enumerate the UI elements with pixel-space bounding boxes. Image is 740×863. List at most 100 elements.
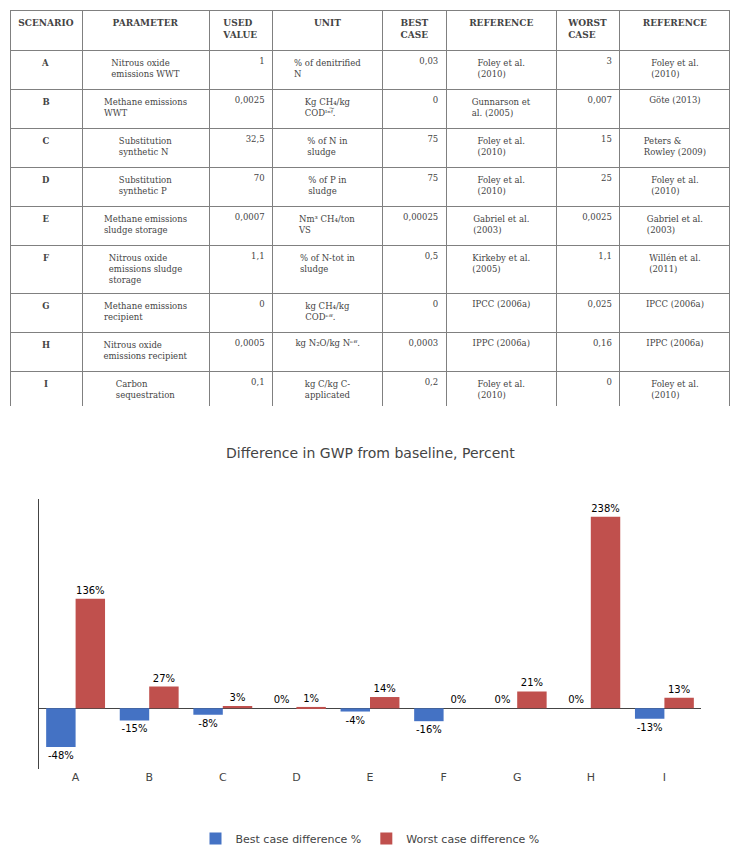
svg-text:75: 75: [427, 134, 438, 144]
svg-text:Gabriel et al.(2003): Gabriel et al.(2003): [647, 214, 703, 235]
svg-text:Methane emissionsrecipient: Methane emissionsrecipient: [104, 301, 187, 322]
svg-text:Foley et al.(2010): Foley et al.(2010): [651, 58, 698, 79]
svg-text:0,007: 0,007: [588, 95, 612, 105]
svg-text:-4%: -4%: [346, 715, 365, 726]
svg-text:kg N₂O/kg Nᵉᶠᶠ.: kg N₂O/kg Nᵉᶠᶠ.: [295, 338, 359, 348]
svg-text:27%: 27%: [153, 673, 175, 684]
svg-text:D: D: [42, 175, 50, 185]
svg-text:3: 3: [606, 56, 611, 66]
svg-text:Foley et al.(2010): Foley et al.(2010): [478, 175, 525, 196]
svg-text:32,5: 32,5: [246, 134, 265, 144]
svg-text:13%: 13%: [668, 684, 690, 695]
svg-text:1%: 1%: [303, 693, 319, 704]
svg-text:0,03: 0,03: [419, 56, 438, 66]
svg-text:C: C: [43, 136, 50, 146]
svg-text:% of P insludge: % of P insludge: [308, 175, 347, 196]
svg-text:USEDVALUE: USEDVALUE: [222, 18, 257, 40]
svg-text:IPCC (2006a): IPCC (2006a): [472, 299, 530, 309]
svg-text:REFERENCE: REFERENCE: [643, 18, 707, 28]
svg-text:I: I: [663, 771, 666, 784]
svg-text:G: G: [513, 771, 522, 784]
svg-text:0,2: 0,2: [425, 377, 439, 387]
svg-text:-15%: -15%: [122, 723, 148, 734]
svg-text:14%: 14%: [374, 683, 396, 694]
svg-text:0,5: 0,5: [425, 251, 439, 261]
svg-text:Willén et al.(2011): Willén et al.(2011): [649, 253, 701, 274]
svg-text:BESTCASE: BESTCASE: [400, 18, 428, 40]
svg-text:Substitutionsynthetic P: Substitutionsynthetic P: [119, 175, 172, 196]
svg-text:Foley et al.(2010): Foley et al.(2010): [478, 136, 525, 157]
svg-text:Nitrous oxideemissions recipie: Nitrous oxideemissions recipient: [103, 340, 187, 361]
svg-text:D: D: [292, 771, 300, 784]
svg-text:Worst case difference %: Worst case difference %: [406, 833, 539, 846]
svg-text:Foley et al.(2010): Foley et al.(2010): [651, 379, 698, 400]
svg-text:15: 15: [601, 134, 612, 144]
svg-text:A: A: [72, 771, 80, 784]
svg-text:REFERENCE: REFERENCE: [469, 18, 533, 28]
svg-text:UNIT: UNIT: [314, 18, 341, 28]
svg-text:H: H: [587, 771, 595, 784]
svg-text:IPPC (2006a): IPPC (2006a): [473, 338, 530, 348]
svg-text:PARAMETER: PARAMETER: [113, 18, 179, 28]
svg-text:1: 1: [259, 56, 264, 66]
svg-text:% of denitrifiedN: % of denitrifiedN: [294, 58, 361, 79]
svg-text:Kirkeby et al.(2005): Kirkeby et al.(2005): [472, 253, 530, 274]
svg-text:IPPC (2006a): IPPC (2006a): [646, 338, 703, 348]
svg-text:0,0003: 0,0003: [408, 338, 438, 348]
svg-text:Nitrous oxideemissions sludges: Nitrous oxideemissions sludgestorage: [109, 253, 182, 285]
svg-text:0,025: 0,025: [588, 299, 612, 309]
svg-text:% of N-tot insludge: % of N-tot insludge: [300, 253, 355, 274]
svg-text:Gabriel et al.(2003): Gabriel et al.(2003): [473, 214, 529, 235]
svg-text:kg CH₄/kgCODᵉᶠᶠ.: kg CH₄/kgCODᵉᶠᶠ.: [305, 301, 350, 322]
svg-text:B: B: [42, 97, 49, 107]
svg-text:F: F: [440, 771, 446, 784]
svg-text:B: B: [145, 771, 153, 784]
svg-text:0%: 0%: [450, 694, 466, 705]
svg-text:Peters &Rowley (2009): Peters &Rowley (2009): [644, 136, 706, 157]
svg-text:-16%: -16%: [416, 724, 442, 735]
svg-text:0,0025: 0,0025: [582, 212, 612, 222]
svg-text:1,1: 1,1: [251, 251, 265, 261]
svg-text:0,16: 0,16: [593, 338, 612, 348]
svg-text:Foley et al.(2010): Foley et al.(2010): [478, 58, 525, 79]
svg-text:Carbonsequestration: Carbonsequestration: [116, 379, 175, 400]
svg-text:kg C/kg C-applicated: kg C/kg C-applicated: [305, 379, 351, 400]
svg-text:0,0007: 0,0007: [235, 212, 265, 222]
svg-text:1,1: 1,1: [598, 251, 612, 261]
svg-text:Kg CH₄/kgCODᴵⁿᶠ᷌.: Kg CH₄/kgCODᴵⁿᶠ᷌.: [305, 97, 351, 118]
svg-text:Göte (2013): Göte (2013): [649, 95, 700, 105]
svg-text:-8%: -8%: [198, 718, 217, 729]
svg-text:I: I: [44, 379, 48, 389]
svg-text:-13%: -13%: [637, 722, 663, 733]
svg-text:E: E: [43, 214, 50, 224]
svg-text:136%: 136%: [76, 585, 105, 596]
svg-text:0,00025: 0,00025: [403, 212, 438, 222]
svg-text:A: A: [41, 58, 49, 68]
svg-text:H: H: [42, 340, 50, 350]
svg-text:G: G: [42, 301, 49, 311]
svg-text:0: 0: [433, 95, 438, 105]
svg-text:0,0005: 0,0005: [235, 338, 265, 348]
svg-text:F: F: [43, 253, 49, 263]
svg-text:0: 0: [606, 377, 611, 387]
svg-text:Methane emissionssludge storag: Methane emissionssludge storage: [104, 214, 187, 235]
svg-text:Foley et al.(2010): Foley et al.(2010): [478, 379, 525, 400]
svg-text:0,0025: 0,0025: [235, 95, 265, 105]
svg-text:Methane emissionsWWT: Methane emissionsWWT: [104, 97, 187, 118]
svg-text:% of N insludge: % of N insludge: [307, 136, 348, 157]
svg-text:Nitrous oxideemissions WWT: Nitrous oxideemissions WWT: [111, 58, 179, 79]
svg-text:C: C: [219, 771, 227, 784]
svg-text:Difference in GWP from baselin: Difference in GWP from baseline, Percent: [226, 445, 515, 461]
svg-text:Substitutionsynthetic N: Substitutionsynthetic N: [119, 136, 172, 157]
svg-text:3%: 3%: [230, 692, 246, 703]
svg-text:Gunnarson etal. (2005): Gunnarson etal. (2005): [472, 97, 531, 118]
svg-text:Nm³ CH₄/tonVS: Nm³ CH₄/tonVS: [298, 214, 355, 235]
svg-text:Best case difference %: Best case difference %: [236, 833, 362, 846]
svg-text:E: E: [367, 771, 374, 784]
svg-text:238%: 238%: [591, 503, 620, 514]
svg-text:0%: 0%: [568, 694, 584, 705]
svg-text:25: 25: [601, 173, 612, 183]
svg-text:-48%: -48%: [48, 750, 74, 761]
svg-text:0: 0: [259, 299, 264, 309]
svg-text:WORSTCASE: WORSTCASE: [567, 18, 607, 40]
